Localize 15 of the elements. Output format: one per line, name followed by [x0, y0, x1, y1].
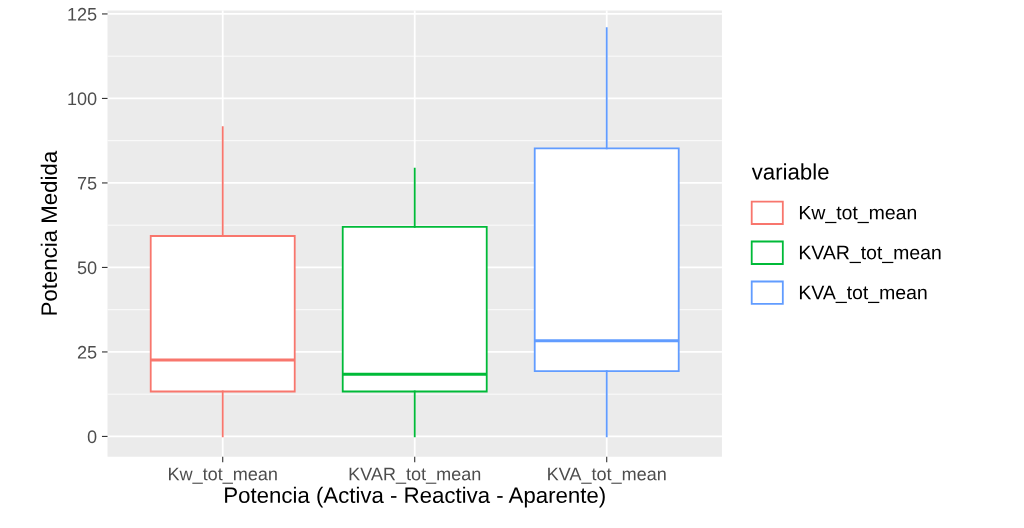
legend-label: KVA_tot_mean	[799, 285, 927, 304]
y-tick-label: 25	[77, 345, 97, 359]
y-tick-label: 75	[77, 177, 97, 190]
y-tick-label: 125	[68, 7, 97, 21]
y-tick-label: 100	[68, 92, 97, 106]
x-tick-label: Kw_tot_mean	[169, 467, 277, 484]
y-axis-title: Potencia Medida	[40, 150, 58, 315]
legend-label: KVAR_tot_mean	[799, 245, 941, 264]
y-tick-label: 50	[77, 261, 97, 275]
x-tick-label: KVA_tot_mean	[548, 467, 666, 484]
legend-label: Kw_tot_mean	[799, 205, 917, 224]
y-tick-label: 0	[87, 430, 97, 444]
x-axis-title: Potencia (Activa - Reactiva - Aparente)	[225, 486, 605, 508]
legend-title: variable	[751, 163, 829, 180]
x-tick-label: KVAR_tot_mean	[349, 467, 481, 484]
